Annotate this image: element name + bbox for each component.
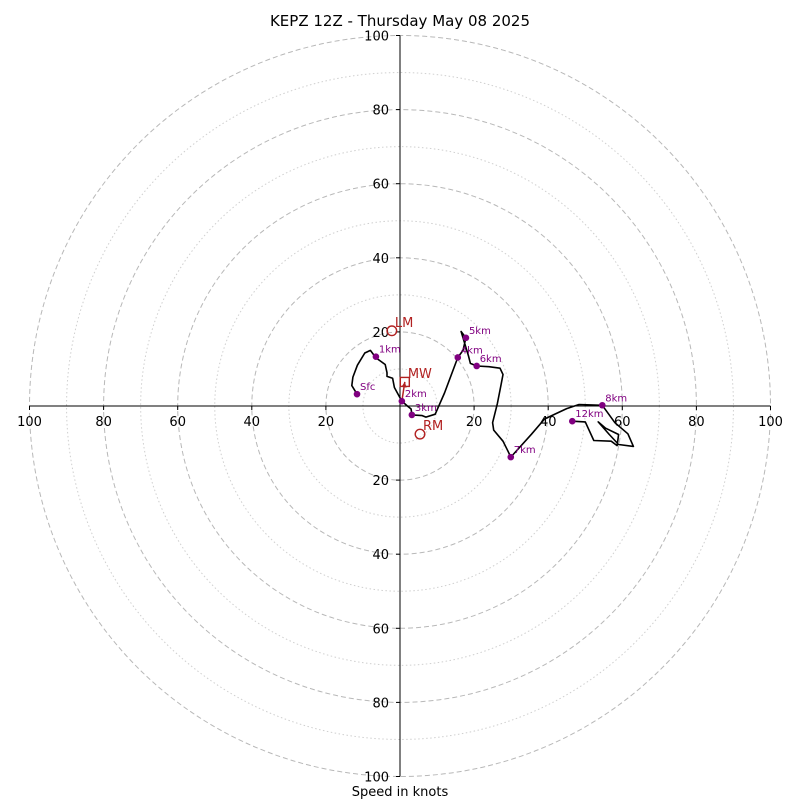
- height-marker-dot: [462, 334, 470, 342]
- x-tick-label: 60: [614, 415, 631, 430]
- y-tick-label: 100: [364, 30, 389, 45]
- height-marker-dot: [598, 401, 606, 409]
- height-marker-label: 6km: [480, 354, 502, 365]
- height-marker-label: Sfc: [360, 382, 375, 393]
- storm-motion-label: RM: [423, 419, 443, 434]
- storm-motion-label: MW: [408, 367, 432, 382]
- y-tick-label: 80: [372, 696, 389, 711]
- height-marker-label: 2km: [405, 389, 427, 400]
- height-marker-dot: [408, 411, 416, 419]
- storm-motion-markers: LM MW RM: [386, 316, 443, 440]
- height-marker-label: 12km: [575, 409, 603, 420]
- x-tick-label: 20: [318, 415, 335, 430]
- x-axis-label: Speed in knots: [352, 785, 449, 800]
- y-tick-label: 40: [372, 548, 389, 563]
- y-tick-label: 20: [372, 474, 389, 489]
- height-marker-label: 8km: [605, 393, 627, 404]
- height-marker-dot: [398, 397, 406, 405]
- height-marker-label: 5km: [469, 326, 491, 337]
- height-marker-dot: [372, 353, 380, 361]
- y-tick-label: 40: [372, 252, 389, 267]
- y-tick-label: 60: [372, 622, 389, 637]
- axes: [29, 35, 771, 777]
- y-tick-label: 20: [372, 326, 389, 341]
- y-tick-label: 80: [372, 104, 389, 119]
- x-tick-labels: 100 80 60 40 20 20 40 60 80 100: [17, 406, 783, 430]
- y-tick-labels: 100 80 60 40 20 20 40 60 80 100: [364, 30, 400, 786]
- height-marker-label: 1km: [379, 345, 401, 356]
- x-tick-label: 80: [95, 415, 112, 430]
- height-marker-dot: [568, 417, 576, 425]
- height-marker-label: 3km: [415, 403, 437, 414]
- storm-motion-circle-marker: [414, 428, 426, 440]
- storm-motion-circle-marker: [386, 325, 398, 337]
- x-tick-label: 100: [758, 415, 783, 430]
- height-marker-label: 7km: [514, 445, 536, 456]
- x-tick-label: 40: [244, 415, 261, 430]
- mean-wind-marker: [399, 376, 411, 388]
- height-marker-dot: [507, 453, 515, 461]
- x-tick-label: 20: [466, 415, 483, 430]
- y-tick-label: 60: [372, 178, 389, 193]
- height-marker-label: 4km: [461, 345, 483, 356]
- height-marker-dot: [353, 390, 361, 398]
- hodograph-line: [350, 330, 635, 458]
- height-marker-dot: [473, 362, 480, 370]
- x-tick-label: 100: [17, 415, 42, 430]
- chart-title: KEPZ 12Z - Thursday May 08 2025: [270, 12, 530, 30]
- height-marker-dot: [454, 354, 462, 361]
- y-tick-label: 100: [364, 771, 389, 786]
- storm-motion-label: LM: [395, 316, 413, 331]
- x-tick-label: 60: [169, 415, 186, 430]
- x-tick-label: 80: [688, 415, 705, 430]
